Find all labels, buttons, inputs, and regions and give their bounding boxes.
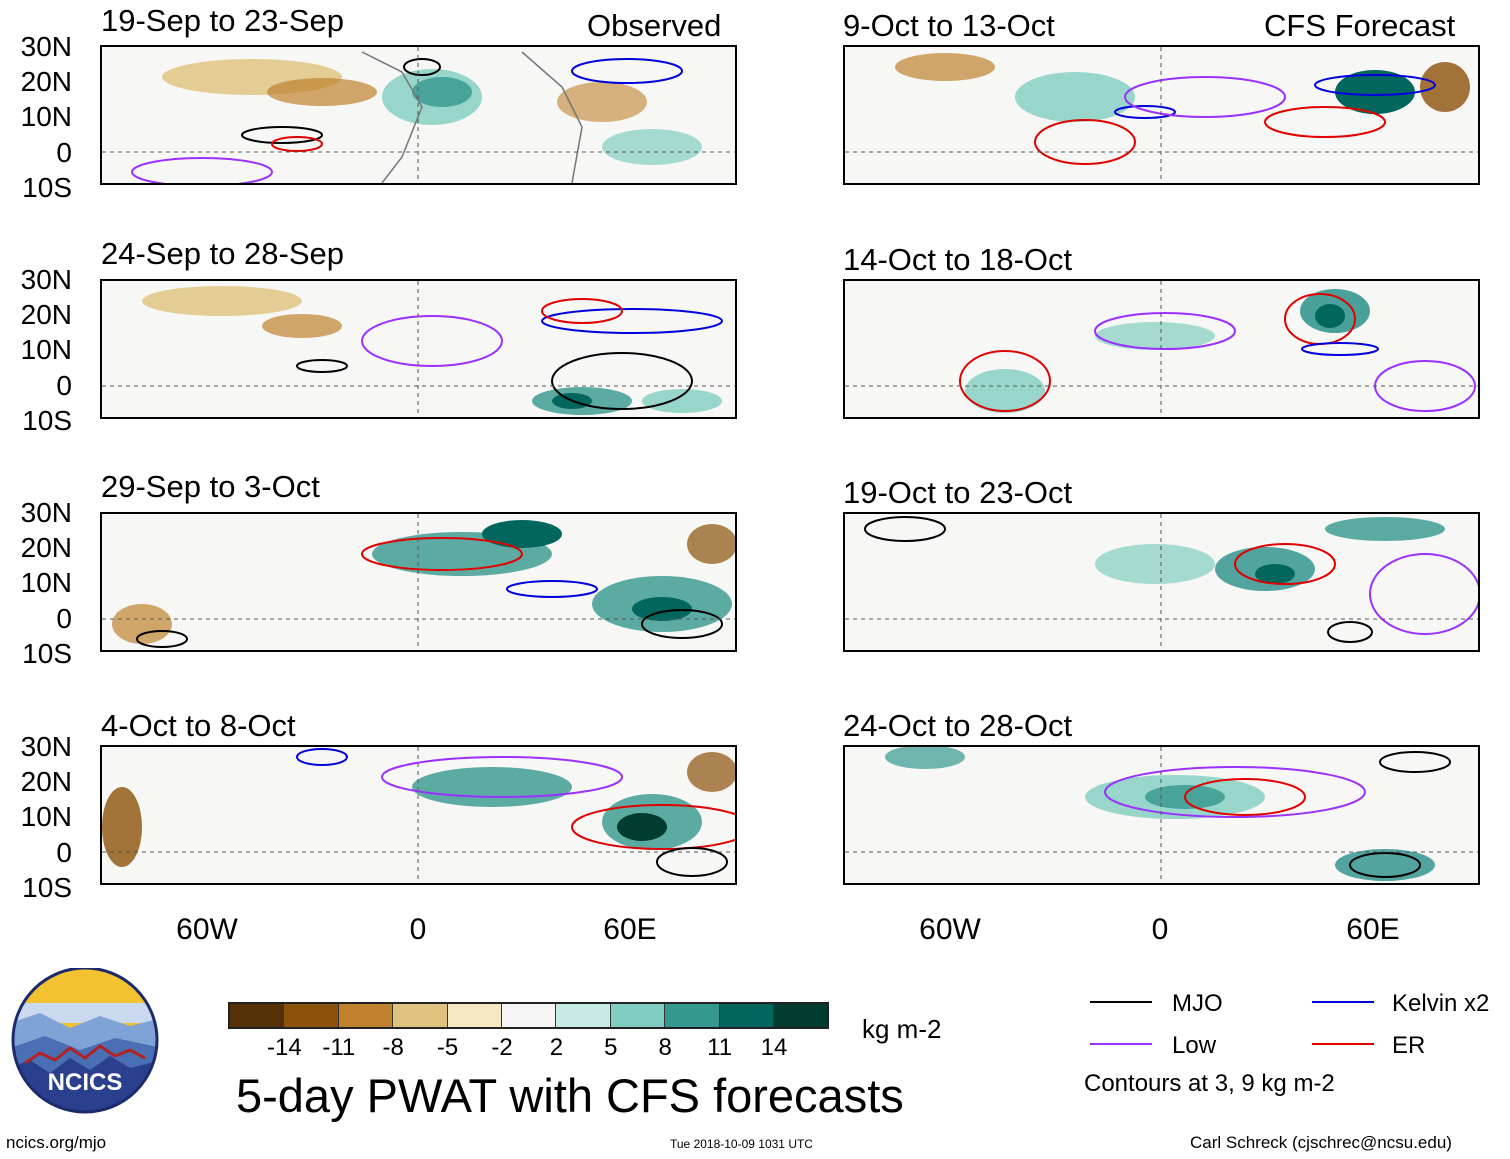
colorbar-tick: 14 xyxy=(760,1034,788,1061)
colorbar-swatch xyxy=(501,1004,557,1027)
map-panel-4-graphic xyxy=(102,747,735,883)
lat-20n-3: 20N xyxy=(20,532,72,563)
panel-title-4: 4-Oct to 8-Oct xyxy=(101,708,296,743)
lat-0-2: 0 xyxy=(56,370,72,401)
lat-20n-2: 20N xyxy=(20,299,72,330)
lat-10s-4: 10S xyxy=(22,872,72,903)
lat-30n-4: 30N xyxy=(20,731,72,762)
colorbar-tick: -14 xyxy=(267,1034,302,1061)
map-panel-5 xyxy=(843,45,1480,185)
legend-er-line xyxy=(1312,1043,1374,1045)
colorbar-tick: 2 xyxy=(549,1034,564,1061)
colorbar-swatch xyxy=(284,1004,339,1027)
lat-20n-1: 20N xyxy=(20,66,72,97)
website-link[interactable]: ncics.org/mjo xyxy=(6,1133,107,1152)
panel-title-6: 14-Oct to 18-Oct xyxy=(843,242,1073,277)
lat-10s-1: 10S xyxy=(22,172,72,203)
legend-er-label: ER xyxy=(1392,1032,1426,1059)
map-panel-8-graphic xyxy=(845,747,1478,883)
cfs-forecast-label: CFS Forecast xyxy=(1264,8,1456,43)
colorbar-swatch xyxy=(610,1004,666,1027)
panel-title-8: 24-Oct to 28-Oct xyxy=(843,708,1073,743)
observed-label: Observed xyxy=(587,8,722,43)
lon-60e-right: 60E xyxy=(1346,913,1400,946)
colorbar-tick: -8 xyxy=(382,1034,404,1061)
lat-0-1: 0 xyxy=(56,137,72,168)
ncics-logo-text: NCICS xyxy=(48,1069,123,1096)
legend-note: Contours at 3, 9 kg m-2 xyxy=(1084,1070,1335,1097)
figure-title: 5-day PWAT with CFS forecasts xyxy=(236,1069,904,1122)
legend-low-line xyxy=(1090,1043,1152,1045)
map-panel-2 xyxy=(100,279,737,419)
colorbar-swatch xyxy=(393,1004,448,1027)
colorbar-swatch xyxy=(719,1004,774,1027)
colorbar-tick: 11 xyxy=(707,1034,733,1061)
lon-60w-left: 60W xyxy=(176,913,238,946)
timestamp: Tue 2018-10-09 1031 UTC xyxy=(670,1137,813,1151)
colorbar-swatch xyxy=(338,1004,394,1027)
lat-10n-3: 10N xyxy=(20,567,72,598)
map-panel-1-graphic xyxy=(102,47,735,183)
colorbar xyxy=(228,1002,830,1029)
panel-title-3: 29-Sep to 3-Oct xyxy=(101,469,320,504)
map-panel-7-graphic xyxy=(845,514,1478,650)
colorbar-swatch xyxy=(447,1004,502,1027)
colorbar-swatch xyxy=(773,1004,828,1027)
panel-title-7: 19-Oct to 23-Oct xyxy=(843,475,1073,510)
lat-0-3: 0 xyxy=(56,603,72,634)
map-panel-3-graphic xyxy=(102,514,735,650)
colorbar-tick: -11 xyxy=(322,1034,356,1061)
map-panel-4 xyxy=(100,745,737,885)
lon-0-left: 0 xyxy=(409,913,427,946)
map-panel-3 xyxy=(100,512,737,652)
lon-60w-right: 60W xyxy=(919,913,981,946)
colorbar-tick: -5 xyxy=(436,1034,459,1061)
panel-title-2: 24-Sep to 28-Sep xyxy=(101,236,345,271)
credit: Carl Schreck (cjschrec@ncsu.edu) xyxy=(1190,1133,1452,1152)
legend-mjo-label: MJO xyxy=(1172,990,1223,1017)
lat-0-4: 0 xyxy=(56,837,72,868)
lat-30n-1: 30N xyxy=(20,31,72,62)
map-panel-5-graphic xyxy=(845,47,1478,183)
colorbar-tick: 5 xyxy=(604,1034,618,1061)
legend-kelvin-line xyxy=(1312,1001,1374,1003)
lon-60e-left: 60E xyxy=(603,913,657,946)
colorbar-swatch xyxy=(556,1004,611,1027)
lat-30n-2: 30N xyxy=(20,264,72,295)
legend-low-label: Low xyxy=(1172,1032,1217,1059)
colorbar-swatch xyxy=(230,1004,285,1027)
lat-10n-1: 10N xyxy=(20,101,72,132)
lat-10s-2: 10S xyxy=(22,405,72,436)
map-panel-6 xyxy=(843,279,1480,419)
lat-10n-4: 10N xyxy=(20,801,72,832)
lat-30n-3: 30N xyxy=(20,497,72,528)
map-panel-7 xyxy=(843,512,1480,652)
lat-20n-4: 20N xyxy=(20,766,72,797)
map-panel-6-graphic xyxy=(845,281,1478,417)
legend-kelvin-label: Kelvin x2 xyxy=(1392,990,1490,1017)
legend-mjo-line xyxy=(1090,1001,1152,1003)
lat-10s-3: 10S xyxy=(22,638,72,669)
colorbar-units: kg m-2 xyxy=(862,1014,942,1044)
colorbar-tick: 8 xyxy=(658,1034,672,1061)
lon-0-right: 0 xyxy=(1151,913,1169,946)
panel-title-1: 19-Sep to 23-Sep xyxy=(101,3,345,38)
panel-title-5: 9-Oct to 13-Oct xyxy=(843,8,1055,43)
colorbar-tick: -2 xyxy=(491,1034,513,1061)
map-panel-1 xyxy=(100,45,737,185)
ncics-logo: NCICS xyxy=(11,968,159,1114)
map-panel-2-graphic xyxy=(102,281,735,417)
lat-10n-2: 10N xyxy=(20,334,72,365)
map-panel-8 xyxy=(843,745,1480,885)
colorbar-swatch xyxy=(665,1004,720,1027)
